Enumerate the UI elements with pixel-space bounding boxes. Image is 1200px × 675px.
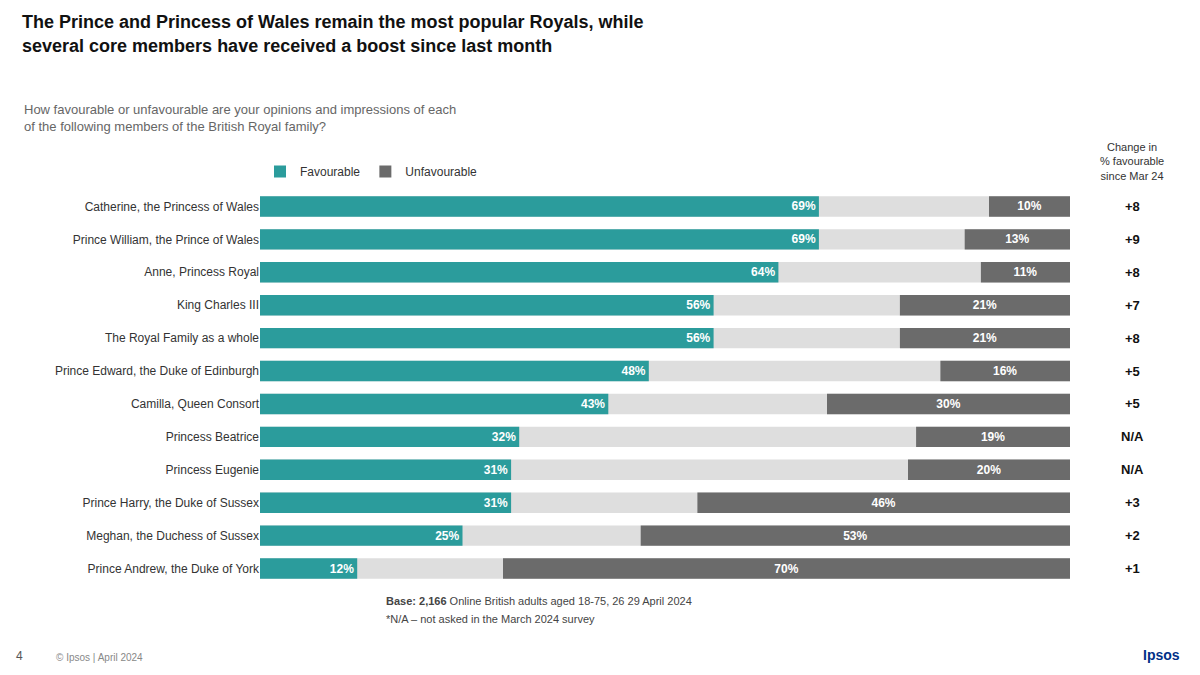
svg-text:16%: 16% bbox=[993, 364, 1017, 378]
svg-text:+2: +2 bbox=[1125, 528, 1140, 543]
svg-text:20%: 20% bbox=[977, 463, 1001, 477]
svg-text:Catherine, the Princess of Wal: Catherine, the Princess of Wales bbox=[85, 200, 259, 214]
svg-text:+8: +8 bbox=[1125, 331, 1140, 346]
svg-text:Prince William, the Prince of: Prince William, the Prince of Wales bbox=[73, 233, 259, 247]
svg-text:53%: 53% bbox=[843, 529, 867, 543]
svg-text:How favourable or unfavourable: How favourable or unfavourable are your … bbox=[24, 102, 456, 134]
svg-text:Ipsos: Ipsos bbox=[1143, 647, 1180, 663]
svg-text:Princess Beatrice: Princess Beatrice bbox=[166, 430, 260, 444]
svg-text:70%: 70% bbox=[774, 562, 798, 576]
svg-text:10%: 10% bbox=[1017, 199, 1041, 213]
svg-text:31%: 31% bbox=[484, 463, 508, 477]
svg-text:N/A: N/A bbox=[1121, 429, 1144, 444]
svg-text:25%: 25% bbox=[435, 529, 459, 543]
svg-text:Princess Eugenie: Princess Eugenie bbox=[166, 463, 260, 477]
svg-text:69%: 69% bbox=[792, 199, 816, 213]
svg-text:Meghan, the Duchess of Sussex: Meghan, the Duchess of Sussex bbox=[86, 529, 259, 543]
svg-text:Anne, Princess Royal: Anne, Princess Royal bbox=[144, 265, 259, 279]
svg-text:43%: 43% bbox=[581, 397, 605, 411]
svg-text:Camilla, Queen Consort: Camilla, Queen Consort bbox=[131, 397, 260, 411]
svg-text:69%: 69% bbox=[792, 232, 816, 246]
svg-text:56%: 56% bbox=[686, 298, 710, 312]
svg-text:The Prince and Princess of Wal: The Prince and Princess of Wales remain … bbox=[22, 12, 644, 55]
svg-text:+5: +5 bbox=[1125, 364, 1140, 379]
svg-text:The Royal Family as a whole: The Royal Family as a whole bbox=[105, 331, 259, 345]
svg-text:46%: 46% bbox=[872, 496, 896, 510]
svg-text:Change in% favourablesince Mar: Change in% favourablesince Mar 24 bbox=[1100, 141, 1164, 182]
svg-text:64%: 64% bbox=[751, 265, 775, 279]
svg-text:Favourable: Favourable bbox=[300, 165, 360, 179]
svg-text:© Ipsos | April 2024: © Ipsos | April 2024 bbox=[56, 652, 143, 663]
svg-text:+8: +8 bbox=[1125, 199, 1140, 214]
svg-text:+1: +1 bbox=[1125, 561, 1140, 576]
svg-text:11%: 11% bbox=[1014, 265, 1038, 279]
svg-text:Prince Harry, the Duke of Suss: Prince Harry, the Duke of Sussex bbox=[82, 496, 259, 510]
svg-text:+9: +9 bbox=[1125, 232, 1140, 247]
svg-text:Unfavourable: Unfavourable bbox=[405, 165, 477, 179]
svg-text:13%: 13% bbox=[1005, 232, 1029, 246]
svg-text:31%: 31% bbox=[484, 496, 508, 510]
svg-text:12%: 12% bbox=[330, 562, 354, 576]
svg-text:4: 4 bbox=[16, 649, 23, 663]
svg-text:Prince Andrew, the Duke of Yor: Prince Andrew, the Duke of York bbox=[88, 562, 260, 576]
svg-text:19%: 19% bbox=[981, 430, 1005, 444]
svg-text:King Charles III: King Charles III bbox=[177, 298, 259, 312]
svg-text:32%: 32% bbox=[492, 430, 516, 444]
svg-text:21%: 21% bbox=[973, 331, 997, 345]
svg-text:Base: 2,166 Online British adu: Base: 2,166 Online British adults aged 1… bbox=[386, 595, 692, 607]
svg-text:*N/A – not asked in the March: *N/A – not asked in the March 2024 surve… bbox=[386, 613, 595, 625]
svg-text:+8: +8 bbox=[1125, 265, 1140, 280]
svg-text:48%: 48% bbox=[621, 364, 645, 378]
svg-text:+7: +7 bbox=[1125, 298, 1140, 313]
svg-text:Prince Edward, the Duke of Edi: Prince Edward, the Duke of Edinburgh bbox=[55, 364, 259, 378]
svg-text:21%: 21% bbox=[973, 298, 997, 312]
svg-text:56%: 56% bbox=[686, 331, 710, 345]
svg-text:30%: 30% bbox=[936, 397, 960, 411]
svg-text:+5: +5 bbox=[1125, 396, 1140, 411]
svg-text:+3: +3 bbox=[1125, 495, 1140, 510]
svg-text:N/A: N/A bbox=[1121, 462, 1144, 477]
